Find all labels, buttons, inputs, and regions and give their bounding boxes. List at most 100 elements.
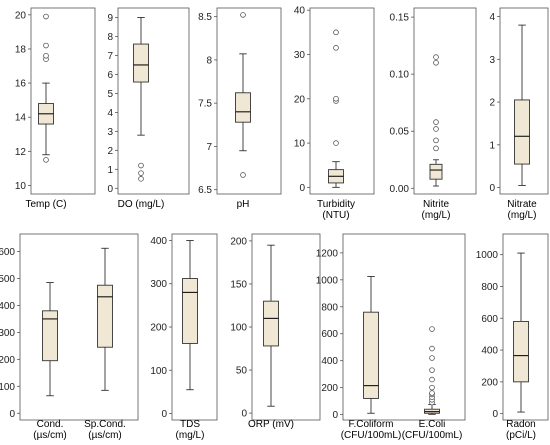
y-tick-label: 600 (481, 314, 498, 325)
box-series-f-coliform (363, 276, 379, 414)
y-tick-label: 100 (0, 382, 15, 393)
panel-10: 020040060080010001200F.Coliform(CFU/100m… (316, 233, 466, 441)
panel-1: 10 12 14 16 18 20 Temp (C) (15, 7, 96, 210)
outlier-point (429, 376, 435, 383)
outlier-point (429, 326, 435, 332)
x-axis-label: Radon (506, 419, 535, 430)
y-tick-label: 100 (230, 323, 247, 334)
x-axis-label: Temp (C) (25, 199, 66, 210)
x-axis-unit: (mg/L) (422, 210, 451, 221)
y-tick-label: 800 (321, 302, 338, 313)
y-tick-label: 0 (489, 183, 495, 194)
box-series-temp-c- (38, 13, 54, 163)
y-tick-label: 6 (107, 70, 113, 81)
plot-frame (499, 7, 549, 195)
iqr-box (133, 43, 149, 83)
x-axis-unit: (CFU/100mL) (402, 430, 463, 441)
box-series-tds (182, 240, 198, 391)
y-tick-label: 150 (230, 279, 247, 290)
y-tick-label: 1000 (476, 250, 499, 261)
iqr-box (429, 163, 443, 180)
y-tick-label: 100 (150, 366, 167, 377)
iqr-box (263, 300, 279, 347)
x-axis-label: Turbidity (317, 199, 355, 210)
plot-frame (30, 7, 96, 195)
box-series-nitrate (514, 24, 530, 186)
x-axis-label: Nitrite (423, 199, 450, 210)
y-tick-label: 1 (107, 165, 113, 176)
x-axis-unit: (CFU/100mL) (341, 430, 402, 441)
box-series-sp-cond- (97, 247, 113, 391)
y-tick-label: 600 (0, 247, 15, 258)
y-tick-label: 12 (15, 147, 27, 158)
y-tick-label: 7 (107, 51, 113, 62)
outlier-point (429, 345, 435, 352)
y-tick-label: 8 (206, 55, 212, 66)
x-axis-label: TDS (180, 419, 200, 430)
y-tick-label: 0 (107, 184, 113, 195)
iqr-box (235, 92, 251, 123)
y-tick-label: 2 (107, 146, 113, 157)
iqr-box (363, 311, 379, 399)
iqr-box (97, 284, 113, 348)
box-series-cond- (42, 282, 58, 397)
y-tick-label: 0 (9, 409, 15, 420)
y-tick-label: 1000 (316, 275, 339, 286)
y-tick-label: 7.5 (198, 99, 212, 110)
y-tick-label: 500 (0, 274, 15, 285)
x-axis-label: DO (mg/L) (118, 199, 165, 210)
outlier-point (333, 140, 339, 146)
y-tick-label: 200 (321, 383, 338, 394)
x-axis-label: Cond. (37, 419, 64, 430)
y-tick-label: 50 (236, 366, 248, 377)
x-axis-label: E.Coli (419, 419, 446, 430)
y-tick-label: 600 (321, 329, 338, 340)
plot-frame (251, 233, 321, 421)
y-tick-label: 3 (107, 127, 113, 138)
outlier-point (433, 54, 439, 60)
iqr-box (513, 320, 529, 383)
y-tick-label: 20 (15, 10, 27, 21)
panel-7: 0100200300400500600Cond.(µs/cm)Sp.Cond.(… (0, 233, 139, 441)
y-tick-label: 7 (206, 142, 212, 153)
outlier-point (240, 172, 246, 178)
x-axis-unit: (NTU) (322, 210, 349, 221)
y-tick-label: 0 (332, 410, 338, 421)
y-tick-label: 4 (107, 108, 113, 119)
panel-2: 0 1 2 3 4 5 6 7 8 9 DO (mg/L) (107, 7, 190, 210)
x-axis-label: Sp.Cond. (84, 419, 126, 430)
y-tick-label: 300 (150, 279, 167, 290)
y-tick-label: 200 (230, 236, 247, 247)
plot-frame (117, 7, 190, 195)
y-tick-label: 16 (15, 79, 27, 90)
plot-frame (502, 233, 549, 421)
outlier-point (429, 355, 435, 361)
box-series-nitrite (429, 54, 443, 187)
outlier-point (429, 367, 435, 373)
y-tick-label: 800 (481, 282, 498, 293)
box-series-do-mg-l- (133, 17, 149, 182)
y-tick-label: 200 (150, 323, 167, 334)
y-tick-label: 0.15 (390, 13, 410, 24)
outlier-point (429, 384, 435, 391)
panel-5: 0.00 0.05 0.10 0.15 Nitrite(mg/L) (390, 7, 477, 221)
box-series-radon (513, 252, 529, 413)
y-tick-label: 1 (489, 140, 495, 151)
y-tick-label: 1200 (316, 248, 339, 259)
y-tick-label: 0.00 (390, 184, 410, 195)
y-tick-label: 30 (294, 50, 306, 61)
x-axis-unit: (pCi/L) (506, 430, 536, 441)
outlier-point (333, 29, 339, 36)
y-tick-label: 400 (321, 356, 338, 367)
y-tick-label: 0.05 (390, 127, 410, 138)
outlier-point (138, 176, 144, 182)
y-tick-label: 40 (294, 6, 306, 17)
y-tick-label: 4 (489, 12, 495, 23)
x-axis-label: F.Coliform (348, 419, 393, 430)
iqr-box (42, 310, 58, 362)
y-tick-label: 300 (0, 328, 15, 339)
y-tick-label: 0 (492, 409, 498, 420)
y-tick-label: 18 (15, 44, 27, 55)
y-tick-label: 20 (294, 94, 306, 105)
